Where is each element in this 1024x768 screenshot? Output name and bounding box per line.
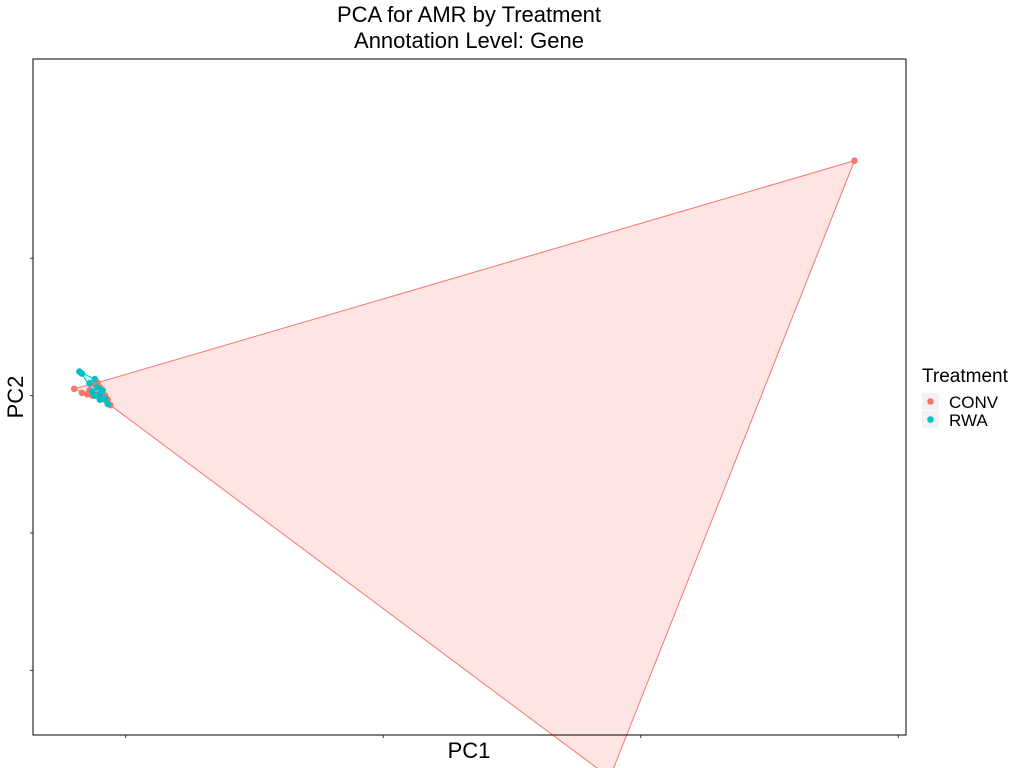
plot-panel: [32, 58, 907, 736]
hull-layer: [72, 159, 856, 768]
rwa-point: [86, 380, 93, 387]
y-axis-ticks: [30, 257, 33, 671]
x-axis-ticks: [125, 735, 899, 738]
points-layer: [70, 157, 858, 409]
conv-point: [851, 157, 858, 164]
x-axis-label: PC1: [448, 738, 491, 763]
rwa-point: [78, 370, 86, 377]
conv-hull: [72, 159, 856, 768]
legend-marker-conv: [927, 398, 934, 405]
chart-title: PCA for AMR by Treatment: [337, 2, 601, 27]
legend-marker-rwa: [927, 416, 934, 423]
chart-subtitle: Annotation Level: Gene: [354, 28, 584, 53]
rwa-point: [96, 396, 104, 404]
rwa-point: [104, 400, 111, 408]
legend-label-rwa: RWA: [949, 411, 988, 430]
rwa-point: [94, 384, 101, 391]
y-axis-label: PC2: [3, 376, 28, 419]
legend-title: Treatment: [922, 366, 1009, 387]
rwa-point: [91, 392, 99, 399]
rwa-point: [96, 391, 104, 398]
conv-point: [70, 385, 78, 393]
rwa-point: [91, 375, 99, 383]
legend-label-conv: CONV: [949, 393, 999, 412]
conv-point: [78, 389, 86, 397]
rwa-point: [101, 395, 109, 402]
